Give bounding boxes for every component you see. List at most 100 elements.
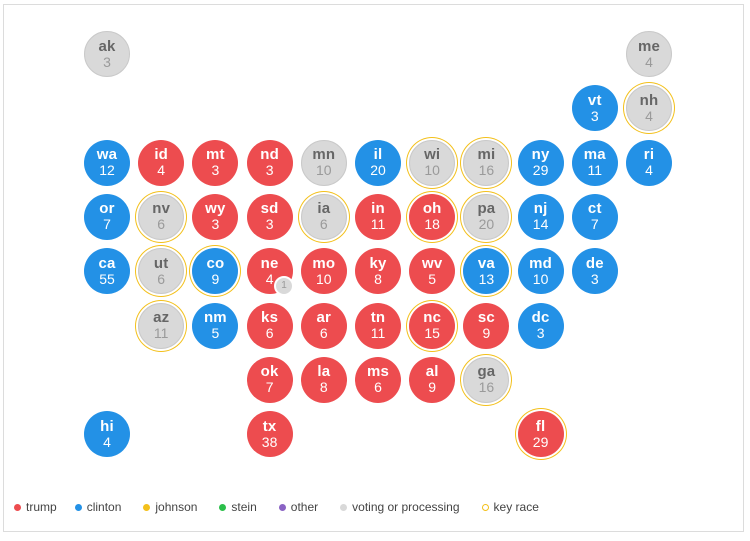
state-ga[interactable]: ga 16: [463, 356, 510, 403]
state-al[interactable]: al 9: [409, 356, 456, 403]
electoral-votes: 18: [424, 216, 440, 233]
legend-label: key race: [493, 500, 539, 514]
state-wv[interactable]: wv 5: [409, 248, 456, 295]
state-wa[interactable]: wa 12: [84, 139, 130, 186]
state-abbr: ne: [260, 254, 279, 272]
state-ct[interactable]: ct 7: [571, 193, 618, 240]
electoral-votes: 3: [211, 216, 220, 233]
state-id[interactable]: id 4: [138, 139, 185, 186]
state-mi[interactable]: mi 16: [463, 139, 510, 186]
state-abbr: nd: [260, 146, 279, 164]
state-sd[interactable]: sd 3: [246, 193, 293, 240]
legend-label: other: [290, 500, 319, 514]
legend-item-stein: stein: [219, 500, 257, 514]
state-tn[interactable]: tn 11: [355, 302, 401, 349]
state-nc[interactable]: nc 15: [409, 302, 456, 349]
state-abbr: in: [371, 200, 385, 218]
state-md[interactable]: md 10: [517, 248, 564, 295]
state-mt[interactable]: mt 3: [192, 139, 239, 186]
state-wi[interactable]: wi 10: [409, 139, 456, 186]
state-abbr: al: [425, 363, 439, 381]
state-nh[interactable]: nh 4: [626, 85, 672, 132]
state-abbr: sd: [260, 200, 279, 218]
state-wy[interactable]: wy 3: [192, 193, 239, 240]
state-abbr: dc: [531, 309, 550, 326]
state-nj[interactable]: nj 14: [517, 193, 564, 240]
state-ia[interactable]: ia 6: [300, 193, 347, 240]
electoral-votes: 5: [428, 270, 437, 287]
legend-label: clinton: [86, 500, 122, 514]
state-abbr: ks: [261, 309, 279, 326]
state-ut[interactable]: ut 6: [138, 248, 185, 295]
electoral-votes: 29: [532, 433, 549, 450]
electoral-votes: 4: [645, 53, 653, 70]
state-ri[interactable]: ri 4: [626, 139, 672, 186]
state-mn[interactable]: mn 10: [300, 139, 347, 186]
state-sc[interactable]: sc 9: [463, 302, 510, 349]
state-me[interactable]: me 4: [626, 31, 672, 77]
electoral-votes: 13: [478, 270, 495, 287]
state-il[interactable]: il 20: [355, 139, 401, 186]
electoral-votes: 7: [265, 379, 274, 396]
legend-label: voting or processing: [352, 500, 460, 514]
state-vt[interactable]: vt 3: [571, 85, 618, 132]
state-abbr: va: [477, 254, 495, 272]
electoral-votes: 3: [265, 216, 274, 233]
electoral-votes: 11: [587, 162, 603, 179]
state-hi[interactable]: hi 4: [84, 411, 130, 458]
state-pa[interactable]: pa 20: [463, 193, 510, 240]
legend-swatch: [278, 503, 286, 511]
state-in[interactable]: in 11: [355, 193, 401, 240]
state-abbr: il: [373, 146, 383, 164]
electoral-votes: 14: [532, 216, 549, 233]
state-abbr: md: [529, 254, 553, 272]
electoral-votes: 4: [265, 270, 274, 287]
state-co[interactable]: co 9: [192, 248, 239, 295]
electoral-votes: 6: [265, 325, 274, 341]
electoral-votes: 12: [99, 162, 115, 179]
state-ny[interactable]: ny 29: [517, 139, 564, 186]
state-abbr: pa: [477, 200, 496, 218]
state-nv[interactable]: nv 6: [138, 193, 185, 240]
state-tx[interactable]: tx 38: [246, 411, 293, 458]
electoral-votes: 4: [103, 433, 111, 450]
state-la[interactable]: la 8: [300, 356, 347, 403]
state-abbr: me: [637, 37, 661, 55]
electoral-votes: 6: [374, 379, 382, 396]
nebraska-district-badge[interactable]: 1: [274, 276, 294, 296]
state-ks[interactable]: ks 6: [246, 302, 293, 349]
state-ky[interactable]: ky 8: [355, 248, 401, 295]
state-or[interactable]: or 7: [84, 193, 130, 240]
state-fl[interactable]: fl 29: [517, 411, 564, 458]
electoral-votes: 20: [478, 216, 495, 233]
legend-item-trump: trump: [14, 500, 57, 514]
state-abbr: ca: [98, 254, 116, 272]
state-oh[interactable]: oh 18: [409, 193, 456, 240]
state-nd[interactable]: nd 3: [246, 139, 293, 186]
electoral-votes: 3: [103, 53, 111, 70]
state-dc[interactable]: dc 3: [517, 302, 564, 349]
state-ne[interactable]: ne 4: [246, 248, 293, 295]
state-nm[interactable]: nm 5: [192, 302, 239, 349]
legend-swatch: [143, 503, 151, 511]
state-ok[interactable]: ok 7: [246, 356, 293, 403]
electoral-votes: 6: [157, 216, 166, 233]
state-mo[interactable]: mo 10: [300, 248, 347, 295]
state-de[interactable]: de 3: [571, 248, 618, 295]
state-ak[interactable]: ak 3: [84, 31, 130, 77]
state-va[interactable]: va 13: [463, 248, 510, 295]
state-abbr: ok: [260, 363, 279, 381]
legend-swatch: [481, 503, 489, 511]
legend-item-voting: voting or processing: [340, 500, 460, 514]
legend-item-clinton: clinton: [74, 500, 122, 514]
state-ar[interactable]: ar 6: [300, 302, 347, 349]
state-ca[interactable]: ca 55: [84, 248, 130, 295]
state-abbr: id: [154, 146, 169, 164]
state-ms[interactable]: ms 6: [355, 356, 401, 403]
state-abbr: ri: [643, 146, 655, 164]
electoral-votes: 3: [590, 107, 599, 124]
electoral-votes: 10: [424, 162, 440, 179]
state-ma[interactable]: ma 11: [571, 139, 618, 186]
electoral-votes: 20: [370, 162, 386, 179]
state-az[interactable]: az 11: [138, 302, 185, 349]
